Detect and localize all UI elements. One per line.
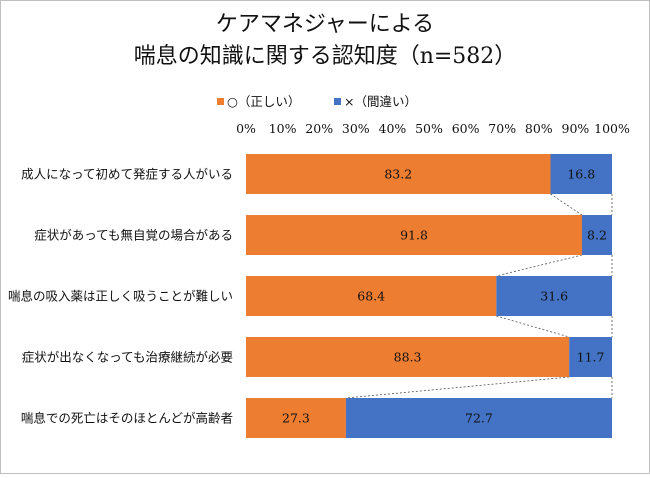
series-line	[345, 376, 570, 399]
x-tick-label: 0%	[236, 121, 256, 136]
category-label: 症状が出なくなっても治療継続が必要	[22, 350, 233, 365]
bar-segment-correct	[246, 215, 582, 255]
series-line	[550, 193, 583, 216]
legend: ○（正しい） ×（間違い）	[217, 94, 417, 109]
x-tick-label: 10%	[269, 121, 297, 136]
x-tick-label: 50%	[415, 121, 443, 136]
x-tick-label: 70%	[488, 121, 516, 136]
bar-segment-correct	[246, 337, 570, 377]
category-label: 喘息での死亡はそのほとんどが高齢者	[21, 411, 233, 426]
data-label: 16.8	[567, 167, 595, 182]
series-line	[496, 254, 583, 277]
x-tick-label: 100%	[594, 121, 630, 136]
bar-segment-correct	[246, 398, 346, 438]
legend-label-2: ×（間違い）	[344, 94, 417, 109]
x-tick-label: 30%	[342, 121, 370, 136]
series-lines	[345, 193, 613, 399]
bar-segment-incorrect	[550, 154, 612, 194]
x-axis-ticks: 0% 10% 20% 30% 40% 50% 60% 70% 80% 90% 100%	[236, 121, 630, 136]
bar-segment-incorrect	[496, 276, 612, 316]
data-label: 88.3	[394, 350, 422, 365]
bars: 83.2 16.8 91.8 8.2 68.4 31.6 88.3 11.7 27.3 72.7	[246, 154, 612, 438]
series-line	[496, 315, 570, 338]
bar-segment-incorrect	[581, 215, 612, 255]
chart-title-line-2: 喘息の知識に関する認知度（n=582）	[134, 44, 517, 69]
bar-segment-incorrect	[345, 398, 612, 438]
bar-segment-correct	[246, 276, 497, 316]
legend-label-1: ○（正しい）	[227, 94, 300, 109]
x-tick-label: 40%	[379, 121, 407, 136]
data-label: 91.8	[400, 228, 428, 243]
chart-title-line-1: ケアマネジャーによる	[216, 12, 434, 37]
category-label: 症状があっても無自覚の場合がある	[34, 228, 233, 243]
bar-segment-correct	[246, 154, 551, 194]
data-label: 11.7	[577, 350, 605, 365]
data-label: 31.6	[540, 289, 568, 304]
legend-swatch-2	[334, 98, 341, 105]
data-label: 83.2	[384, 167, 412, 182]
data-label: 27.3	[282, 411, 310, 426]
bar-segment-incorrect	[569, 337, 612, 377]
category-labels: 成人になって初めて発症する人がいる症状があっても無自覚の場合がある喘息の吸入薬は…	[8, 167, 233, 426]
x-tick-label: 60%	[452, 121, 480, 136]
data-label: 68.4	[357, 289, 385, 304]
x-tick-label: 20%	[305, 121, 333, 136]
x-tick-label: 80%	[525, 121, 553, 136]
legend-swatch-1	[217, 98, 224, 105]
x-tick-label: 90%	[562, 121, 590, 136]
data-label: 72.7	[465, 411, 493, 426]
category-label: 成人になって初めて発症する人がいる	[21, 167, 233, 182]
category-label: 喘息の吸入薬は正しく吸うことが難しい	[8, 289, 233, 304]
data-label: 8.2	[587, 228, 607, 243]
